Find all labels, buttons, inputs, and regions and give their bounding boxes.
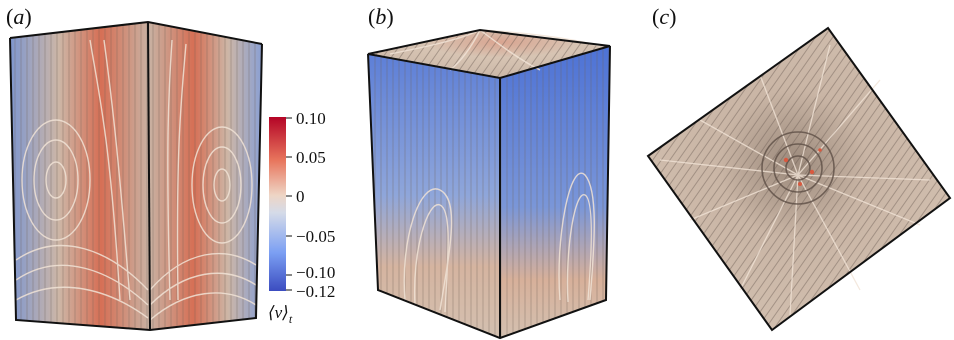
panel-b-edges [367, 28, 611, 340]
panel-a-streamlines-right [149, 39, 257, 321]
colorbar-label: ⟨v⟩t [268, 303, 293, 326]
panel-label-a: (a) [6, 4, 32, 29]
panel-a-edges [9, 20, 263, 332]
colorbar: 0.10 0.05 0 −0.05 −0.10 −0.12 ⟨v⟩t [268, 109, 335, 326]
panel-c-square [646, 26, 952, 332]
colorbar-tick-4: −0.10 [296, 263, 335, 282]
panel-c-edges [646, 26, 952, 332]
panel-label-c: (c) [652, 4, 677, 29]
panel-a-streamlines-left [15, 39, 149, 319]
panel-b-cube [367, 28, 611, 340]
panel-label-b: (b) [368, 4, 394, 29]
colorbar-gradient [269, 117, 286, 291]
panel-c-center-swirl [761, 131, 835, 205]
colorbar-tick-0: 0.10 [296, 109, 326, 128]
panel-c-hotspots [783, 148, 822, 186]
colorbar-tick-2: 0 [296, 187, 305, 206]
colorbar-tick-5: −0.12 [296, 282, 335, 301]
colorbar-tick-1: 0.05 [296, 148, 326, 167]
colorbar-tick-3: −0.05 [296, 227, 335, 246]
panel-a-cube [9, 20, 263, 332]
